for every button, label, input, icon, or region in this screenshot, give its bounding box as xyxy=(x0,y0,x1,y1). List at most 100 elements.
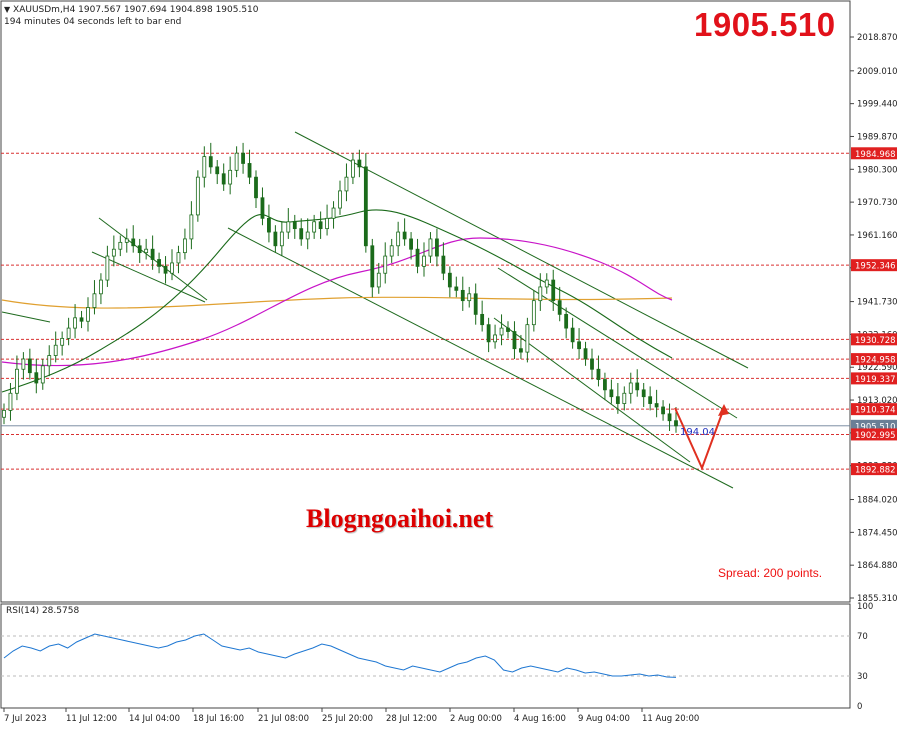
time-tick-label: 11 Jul 12:00 xyxy=(66,714,117,724)
candle-body xyxy=(428,238,433,257)
candle-body xyxy=(674,420,678,427)
candle-body xyxy=(279,231,284,247)
symbol-info: XAUUSDm,H4 1907.567 1907.694 1904.898 19… xyxy=(13,5,259,15)
candle-body xyxy=(273,231,278,247)
candle-body xyxy=(480,313,485,326)
candle-body xyxy=(648,396,653,404)
candle-body xyxy=(357,159,362,168)
candle-body xyxy=(454,286,459,291)
candle-body xyxy=(538,286,543,302)
rsi-axis-label: 70 xyxy=(857,632,868,642)
candle-body xyxy=(519,348,523,353)
candle-body xyxy=(622,392,627,404)
candle-body xyxy=(176,252,181,264)
candle-body xyxy=(551,279,556,302)
candle-body xyxy=(79,317,84,322)
left-trendline xyxy=(1,311,51,323)
candle-body xyxy=(609,389,614,398)
candle-body xyxy=(661,406,665,415)
price-tick-label: 1874.450 xyxy=(857,528,898,538)
candle-body xyxy=(325,217,329,230)
candle-body xyxy=(570,327,575,343)
candle-body xyxy=(564,313,569,329)
candle-body xyxy=(66,327,71,339)
ma-fast-line xyxy=(1,209,673,393)
price-level-tag-label: 1905.510 xyxy=(855,422,896,432)
candle-body xyxy=(415,248,420,267)
candle-body xyxy=(34,372,39,384)
candle-body xyxy=(641,389,646,398)
main-channel-lower xyxy=(227,227,734,489)
candle-body xyxy=(525,324,530,353)
candle-body xyxy=(208,156,213,168)
rsi-axis-label: 30 xyxy=(857,672,868,682)
candle-body xyxy=(189,214,194,240)
spread-info: Spread: 200 points. xyxy=(718,566,823,580)
candle-body xyxy=(486,324,491,343)
candle-body xyxy=(299,228,304,240)
candle-body xyxy=(383,255,388,274)
forecast-arrow-path xyxy=(674,407,725,471)
inner-channel-upper xyxy=(497,267,738,419)
candle-body xyxy=(86,307,90,322)
rsi-indicator: 100 70 30 0 xyxy=(1,602,873,712)
current-price-display: 1905.510 xyxy=(694,6,836,43)
price-tick-label: 2009.010 xyxy=(857,67,898,77)
forecast-label: 194.04 xyxy=(680,427,715,438)
candle-body xyxy=(144,248,149,254)
rsi-title: RSI(14) 28.5758 xyxy=(6,606,80,616)
rsi-line xyxy=(3,633,677,678)
price-level-tag xyxy=(851,428,897,441)
price-level-tag-label: 1952.346 xyxy=(855,262,896,272)
candle-body xyxy=(292,221,297,230)
price-axis: 2018.870 2009.010 1999.440 1989.870 1980.300… xyxy=(850,33,898,604)
candle-body xyxy=(531,300,536,326)
price-tick-label: 1913.020 xyxy=(857,396,898,406)
candles xyxy=(2,142,678,433)
horizontal-levels xyxy=(1,152,850,470)
forecast-arrow: 194.04 xyxy=(674,404,729,471)
candle-body xyxy=(351,159,355,178)
price-level-tag-label: 1910.374 xyxy=(855,406,896,416)
candle-body xyxy=(435,238,439,257)
candle-body xyxy=(241,152,245,164)
candle-body xyxy=(667,413,672,422)
candle-body xyxy=(183,238,187,254)
candle-body xyxy=(596,368,601,380)
price-tick-label: 2018.870 xyxy=(857,33,898,43)
watermark-text: Blogngoaihoi.net xyxy=(306,504,494,533)
price-tick-label: 1941.730 xyxy=(857,298,898,308)
candle-body xyxy=(583,348,588,360)
candle-body xyxy=(8,392,13,411)
price-level-tag xyxy=(851,259,897,272)
ma-slow-line xyxy=(1,296,673,309)
candle-body xyxy=(473,293,478,315)
price-tick-label: 1884.020 xyxy=(857,496,898,506)
candle-body xyxy=(635,382,640,391)
price-level-tag xyxy=(851,333,897,346)
candle-body xyxy=(493,334,497,343)
price-level-tag-label: 1984.968 xyxy=(855,150,896,160)
candle-body xyxy=(557,300,562,315)
price-level-tag-label: 1930.728 xyxy=(855,336,896,346)
candle-body xyxy=(170,262,174,274)
collapse-triangle-icon[interactable]: ▼ xyxy=(4,5,11,14)
candle-body xyxy=(286,221,291,233)
candle-body xyxy=(389,245,394,257)
candle-body xyxy=(15,368,19,394)
candle-body xyxy=(396,231,401,247)
candle-body xyxy=(577,341,581,350)
candle-body xyxy=(228,169,233,185)
time-tick-label: 18 Jul 16:00 xyxy=(193,714,244,724)
price-tick-label: 1970.730 xyxy=(857,198,898,208)
price-level-tag xyxy=(851,463,897,476)
price-tick-label: 1961.160 xyxy=(857,231,898,241)
small-channel-bottom xyxy=(91,251,206,303)
price-level-tag-label: 1924.958 xyxy=(855,356,896,366)
candle-body xyxy=(2,410,6,418)
candle-body xyxy=(47,355,52,367)
candle-body xyxy=(53,344,58,356)
price-tick-label: 1999.440 xyxy=(857,100,898,110)
